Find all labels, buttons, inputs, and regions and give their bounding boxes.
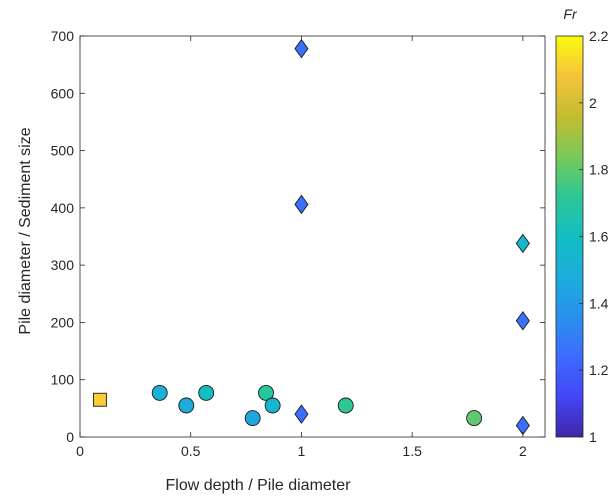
x-tick-label: 0 xyxy=(76,443,84,459)
y-axis-label: Pile diameter / Sediment size xyxy=(17,127,34,334)
x-axis-ticks: 0 0.5 1 1.5 2 xyxy=(76,36,527,459)
y-tick-label: 700 xyxy=(51,28,75,44)
circle-marker xyxy=(258,384,274,401)
y-tick-label: 300 xyxy=(51,257,75,273)
x-tick-label: 1.5 xyxy=(402,443,422,459)
y-tick-label: 600 xyxy=(51,85,75,101)
plot-area xyxy=(79,35,546,438)
circle-marker xyxy=(151,384,168,401)
colorbar: 1 1.2 1.4 1.6 1.8 2 2.2 xyxy=(555,28,609,445)
circle-marker xyxy=(198,384,215,401)
y-tick-label: 500 xyxy=(51,143,75,159)
data-markers xyxy=(92,38,530,436)
colorbar-tick-label: 1 xyxy=(589,429,597,445)
diamond-marker xyxy=(294,194,309,215)
y-tick-label: 400 xyxy=(51,200,75,216)
square-marker xyxy=(92,392,107,407)
circle-marker xyxy=(337,397,354,414)
circle-marker xyxy=(466,410,483,427)
y-axis-ticks: 0 100 200 300 400 500 600 700 xyxy=(51,28,545,445)
y-tick-label: 200 xyxy=(51,314,75,330)
diamond-marker xyxy=(515,233,530,254)
colorbar-label: Fr xyxy=(563,6,578,22)
circle-marker xyxy=(264,397,281,414)
diamond-marker xyxy=(294,38,309,59)
colorbar-tick-label: 1.8 xyxy=(589,162,609,178)
colorbar-gradient xyxy=(555,35,584,438)
diamond-marker xyxy=(294,404,309,424)
x-axis-label: Flow depth / Pile diameter xyxy=(166,477,352,494)
x-tick-label: 1 xyxy=(298,443,306,459)
circle-marker xyxy=(244,410,261,427)
colorbar-tick-label: 1.4 xyxy=(589,295,609,311)
diamond-marker xyxy=(515,310,530,331)
circle-marker xyxy=(178,397,195,414)
colorbar-tick-label: 1.6 xyxy=(589,229,609,245)
x-tick-label: 2 xyxy=(519,443,527,459)
colorbar-tick-label: 2 xyxy=(589,95,597,111)
y-tick-label: 100 xyxy=(51,372,75,388)
colorbar-tick-label: 1.2 xyxy=(589,362,609,378)
plot-frame xyxy=(79,35,546,438)
colorbar-tick-label: 2.2 xyxy=(589,28,609,44)
x-tick-label: 0.5 xyxy=(181,443,201,459)
y-tick-label: 0 xyxy=(66,429,74,445)
